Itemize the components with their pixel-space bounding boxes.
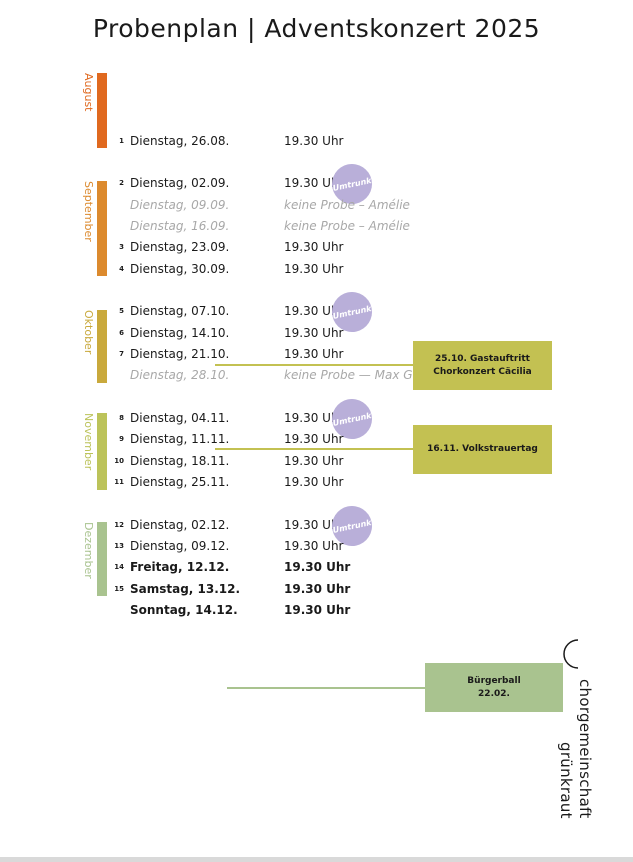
row-time: 19.30 Uhr bbox=[284, 475, 344, 489]
event-text: Bürgerball bbox=[467, 675, 521, 686]
event-line bbox=[215, 448, 413, 450]
row-day: Sonntag, 14.12. bbox=[130, 603, 238, 617]
row-time: 19.30 Uhr bbox=[284, 134, 344, 148]
row-number: 7 bbox=[119, 350, 124, 358]
row-day: Samstag, 13.12. bbox=[130, 582, 241, 596]
event-text: 25.10. Gastauftritt bbox=[435, 353, 530, 364]
title: Probenplan | Adventskonzert 2025 bbox=[92, 14, 541, 43]
row-number: 15 bbox=[114, 585, 124, 593]
row-day: Dienstag, 30.09. bbox=[130, 262, 230, 276]
row-time: 19.30 Uhr bbox=[284, 603, 351, 617]
row-time: 19.30 Uhr bbox=[284, 262, 344, 276]
row-day: Dienstag, 04.11. bbox=[130, 411, 230, 425]
row-time: 19.30 Uhr bbox=[284, 347, 344, 361]
row-number: 13 bbox=[114, 542, 124, 550]
row-day: Freitag, 12.12. bbox=[130, 560, 230, 574]
row-day: Dienstag, 02.12. bbox=[130, 518, 230, 532]
event-text: 22.02. bbox=[478, 688, 510, 699]
row-time: 19.30 Uhr bbox=[284, 326, 344, 340]
row-time: 19.30 Uhr bbox=[284, 176, 344, 190]
month-label: Dezember bbox=[82, 522, 95, 579]
row-number: 8 bbox=[119, 414, 124, 422]
row-time: 19.30 Uhr bbox=[284, 539, 344, 553]
row-time: 19.30 Uhr bbox=[284, 560, 351, 574]
row-time: 19.30 Uhr bbox=[284, 454, 344, 468]
event-box: 25.10. Gastauftritt Chorkonzert Cäcilia bbox=[413, 341, 552, 390]
month-bar bbox=[97, 310, 107, 383]
row-day: Dienstag, 11.11. bbox=[130, 432, 230, 446]
month-bar bbox=[97, 413, 107, 490]
row-time: 19.30 Uhr bbox=[284, 411, 344, 425]
row-day: Dienstag, 26.08. bbox=[130, 134, 230, 148]
row-number: 6 bbox=[119, 329, 124, 337]
row-number: 12 bbox=[114, 521, 124, 529]
row-number: 10 bbox=[114, 457, 124, 465]
logo-line: chorgemeinschaft bbox=[576, 679, 594, 819]
event-line bbox=[227, 687, 425, 689]
row-day: Dienstag, 09.09. bbox=[130, 198, 230, 212]
row-number: 11 bbox=[114, 478, 124, 486]
row-day: Dienstag, 18.11. bbox=[130, 454, 230, 468]
row-number: 1 bbox=[119, 137, 124, 145]
row-number: 5 bbox=[119, 307, 124, 315]
month-label: August bbox=[82, 73, 95, 112]
event-text: 16.11. Volkstrauertag bbox=[427, 444, 538, 454]
event-box: Bürgerball 22.02. bbox=[425, 663, 563, 712]
row-time: 19.30 Uhr bbox=[284, 432, 344, 446]
row-time: keine Probe – Amélie bbox=[284, 198, 410, 212]
logo: chorgemeinschaft grünkraut bbox=[556, 645, 594, 819]
row-day: Dienstag, 28.10. bbox=[130, 368, 230, 382]
month-label: Oktober bbox=[82, 310, 95, 355]
month-bar bbox=[97, 181, 107, 276]
row-time: keine Probe – Amélie bbox=[284, 219, 410, 233]
event-text: Chorkonzert Cäcilia bbox=[433, 366, 532, 377]
row-time: 19.30 Uhr bbox=[284, 518, 344, 532]
row-number: 9 bbox=[119, 435, 124, 443]
row-number: 3 bbox=[119, 243, 124, 251]
logo-line: grünkraut bbox=[557, 742, 575, 819]
row-day: Dienstag, 16.09. bbox=[130, 219, 230, 233]
row-number: 4 bbox=[119, 265, 124, 273]
logo-arc bbox=[563, 639, 579, 669]
row-day: Dienstag, 09.12. bbox=[130, 539, 230, 553]
row-number: 2 bbox=[119, 179, 124, 187]
row-day: Dienstag, 25.11. bbox=[130, 475, 230, 489]
row-time: 19.30 Uhr bbox=[284, 582, 351, 596]
row-day: Dienstag, 07.10. bbox=[130, 304, 230, 318]
row-day: Dienstag, 23.09. bbox=[130, 240, 230, 254]
event-line bbox=[215, 364, 413, 366]
event-box: 16.11. Volkstrauertag bbox=[413, 425, 552, 474]
row-number: 14 bbox=[114, 563, 124, 571]
row-day: Dienstag, 21.10. bbox=[130, 347, 230, 361]
month-label: September bbox=[82, 181, 95, 242]
row-time: 19.30 Uhr bbox=[284, 304, 344, 318]
row-day: Dienstag, 02.09. bbox=[130, 176, 230, 190]
month-label: November bbox=[82, 413, 95, 471]
month-bar bbox=[97, 73, 107, 148]
bottom-strip bbox=[0, 857, 633, 862]
month-bar bbox=[97, 522, 107, 596]
row-day: Dienstag, 14.10. bbox=[130, 326, 230, 340]
row-time: 19.30 Uhr bbox=[284, 240, 344, 254]
